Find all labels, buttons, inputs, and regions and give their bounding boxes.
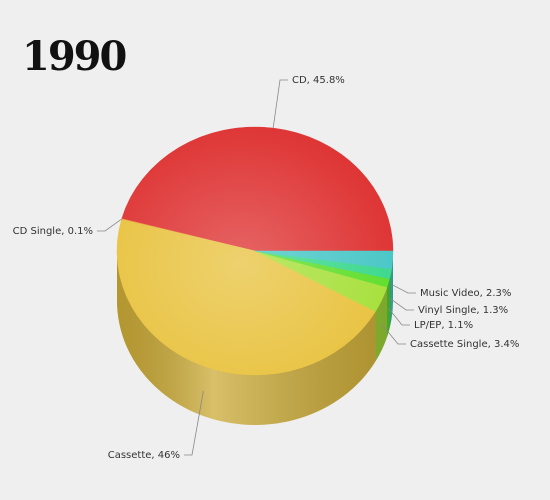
leader-line — [184, 390, 204, 456]
leader-line — [388, 307, 410, 326]
top-shading — [117, 127, 393, 375]
side-shading — [117, 251, 393, 425]
data-label: CD Single, 0.1% — [13, 226, 93, 237]
leader-line — [392, 284, 416, 294]
data-label: Vinyl Single, 1.3% — [418, 305, 508, 316]
data-label: LP/EP, 1.1% — [414, 320, 473, 331]
data-label: CD, 45.8% — [292, 75, 345, 86]
leader-line — [390, 298, 414, 311]
data-label: Music Video, 2.3% — [420, 288, 511, 299]
leader-line — [97, 218, 122, 232]
data-label: Cassette, 46% — [108, 450, 180, 461]
leader-line — [272, 79, 288, 129]
data-label: Cassette Single, 3.4% — [410, 339, 519, 350]
chart-title: 1990 — [22, 33, 125, 80]
leader-line — [381, 324, 406, 345]
